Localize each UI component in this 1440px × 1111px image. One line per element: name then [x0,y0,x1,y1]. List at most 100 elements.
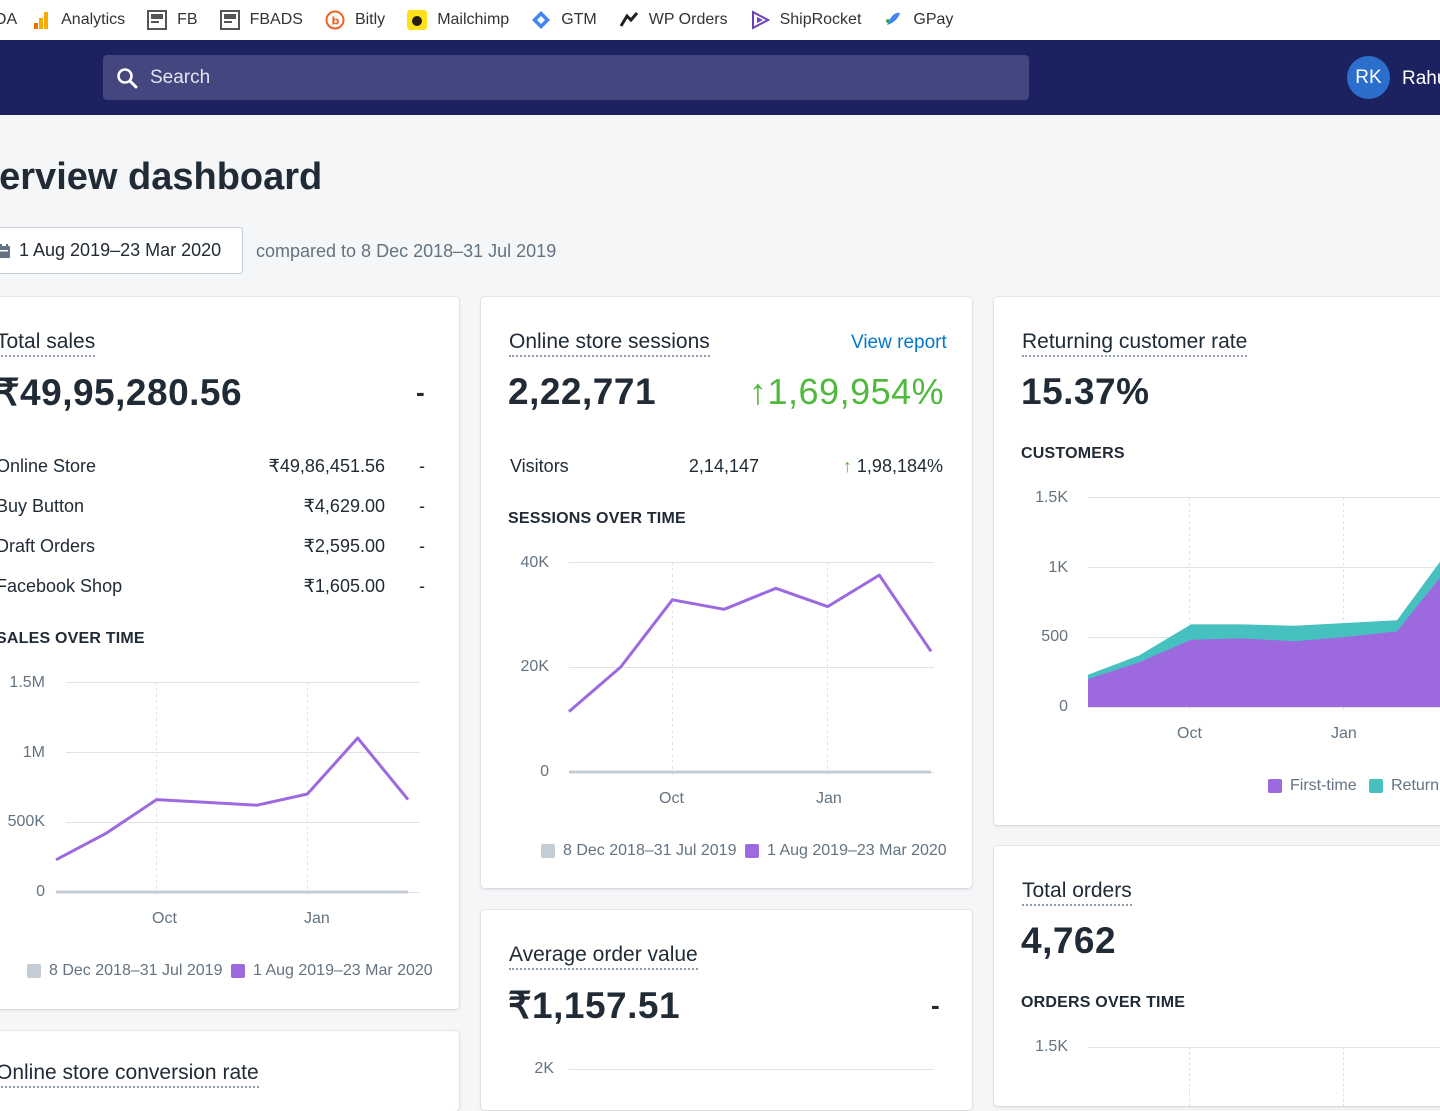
wp-orders-icon [619,12,638,27]
bookmark-oa[interactable]: OA [0,11,17,29]
y-tick-label: 0 [1059,698,1068,715]
aov-card: Average order value ₹1,157.51 - 2K [481,910,972,1110]
bookmark-fb[interactable]: FB [147,10,198,30]
sessions-value: 2,22,771 [508,371,657,412]
sales-row-change: - [419,576,425,596]
card-title[interactable]: Total sales [0,330,96,357]
legend-label: 8 Dec 2018–31 Jul 2019 [563,842,737,859]
card-title[interactable]: Online store sessions [509,330,710,357]
bookmark-label: WP Orders [648,11,728,28]
bookmark-wp-orders[interactable]: WP Orders [619,10,728,30]
x-tick-label: Oct [152,910,177,927]
sales-row-change: - [419,456,425,476]
arrow-up-icon: ↑ [842,456,857,476]
y-tick-label: 500K [7,813,45,830]
legend-current: 1 Aug 2019–23 Mar 2020 [745,842,947,860]
visitors-change-value: 1,98,184% [856,456,943,476]
bookmark-fbads[interactable]: FBADS [219,10,303,30]
svg-text:b: b [331,15,339,28]
card-title[interactable]: Average order value [509,943,698,970]
orders-chart-title: ORDERS OVER TIME [1021,994,1186,1011]
y-tick-label: 1K [1048,559,1068,576]
date-range-button[interactable]: 1 Aug 2019–23 Mar 2020 [0,227,243,274]
gridline-vertical [1189,1047,1190,1106]
bookmark-gpay[interactable]: GPay [883,10,953,30]
card-title[interactable]: Online store conversion rate [0,1061,259,1088]
sessions-change: ↑1,69,954% [749,371,944,413]
sessions-over-time-chart [568,562,934,778]
analytics-icon [34,12,49,29]
gridline [569,1069,934,1070]
visitors-change: ↑ 1,98,184% [811,456,943,477]
y-tick-label: 2K [534,1060,554,1077]
gpay-icon [886,12,901,25]
y-tick-label: 1M [22,744,45,761]
bookmark-analytics[interactable]: Analytics [31,10,125,30]
series-line [568,573,933,713]
sales-row-value: ₹1,605.00 [303,576,385,596]
bookmark-label: GPay [913,11,954,28]
user-name[interactable]: Rahu [1402,68,1440,89]
sales-row-value: ₹49,86,451.56 [268,456,385,476]
legend-swatch [745,844,759,858]
gridline-vertical [1343,1047,1344,1106]
card-title[interactable]: Total orders [1022,879,1132,906]
date-range-label: 1 Aug 2019–23 Mar 2020 [19,240,222,260]
bookmark-label: OA [0,11,18,28]
compare-text: compared to 8 Dec 2018–31 Jul 2019 [256,241,557,261]
sessions-chart-title: SESSIONS OVER TIME [508,510,686,527]
bookmark-bitly[interactable]: b Bitly [325,10,385,30]
card-title[interactable]: Returning customer rate [1022,330,1248,357]
fbads-icon [219,10,240,30]
y-tick-label: 20K [520,658,549,675]
bookmark-label: GTM [561,11,597,28]
search-input[interactable]: Search [103,55,1029,100]
visitors-label: Visitors [510,456,569,476]
y-tick-label: 1.5K [1035,1038,1068,1055]
visitors-value: 2,14,147 [688,456,759,476]
view-report-link[interactable]: View report [851,332,947,353]
y-tick-label: 1.5K [1035,489,1068,506]
top-nav: Search RK Rahu [0,40,1440,115]
returning-rate-value: 15.37% [1021,371,1150,412]
total-sales-change: - [416,377,425,407]
bookmark-label: Bitly [354,11,386,28]
bookmark-shiprocket[interactable]: ShipRocket [750,10,862,30]
bookmark-label: Mailchimp [437,11,510,28]
total-orders-card: Total orders 4,762 ORDERS OVER TIME 1.5K [994,846,1440,1106]
x-tick-label: Jan [304,910,330,927]
legend-returning: Returni [1369,777,1440,795]
total-orders-value: 4,762 [1021,920,1117,961]
gridline [1088,1047,1440,1048]
x-tick-label: Jan [816,790,842,807]
calendar-icon [0,243,10,258]
sales-row-label: Online Store [0,456,97,476]
legend-swatch [27,964,41,978]
legend-swatch [1369,779,1383,793]
legend-swatch [231,964,245,978]
gtm-icon [532,11,551,29]
bookmark-label: ShipRocket [779,11,862,28]
legend-swatch [1268,779,1282,793]
conversion-rate-card: Online store conversion rate [0,1031,459,1111]
sales-row-value: ₹2,595.00 [303,536,385,556]
legend-label: 1 Aug 2019–23 Mar 2020 [767,842,947,859]
sessions-card: Online store sessions View report 2,22,7… [481,297,972,888]
arrow-up-icon: ↑ [749,371,768,412]
bookmark-label: FB [177,11,198,28]
legend-label: 8 Dec 2018–31 Jul 2019 [49,962,223,979]
legend-current: 1 Aug 2019–23 Mar 2020 [231,962,433,980]
series-line [55,736,410,862]
sales-row-label: Facebook Shop [0,576,123,596]
x-tick-label: Oct [659,790,684,807]
legend-label: Returni [1391,777,1440,794]
y-tick-label: 500 [1041,628,1068,645]
aov-value: ₹1,157.51 [508,985,681,1026]
bookmark-gtm[interactable]: GTM [531,10,597,30]
mailchimp-icon [407,10,428,30]
bookmark-mailchimp[interactable]: Mailchimp [407,10,509,30]
customers-chart-title: CUSTOMERS [1021,445,1125,462]
bookmark-label: FBADS [249,11,303,28]
avatar[interactable]: RK [1347,56,1390,99]
legend-swatch [541,844,555,858]
